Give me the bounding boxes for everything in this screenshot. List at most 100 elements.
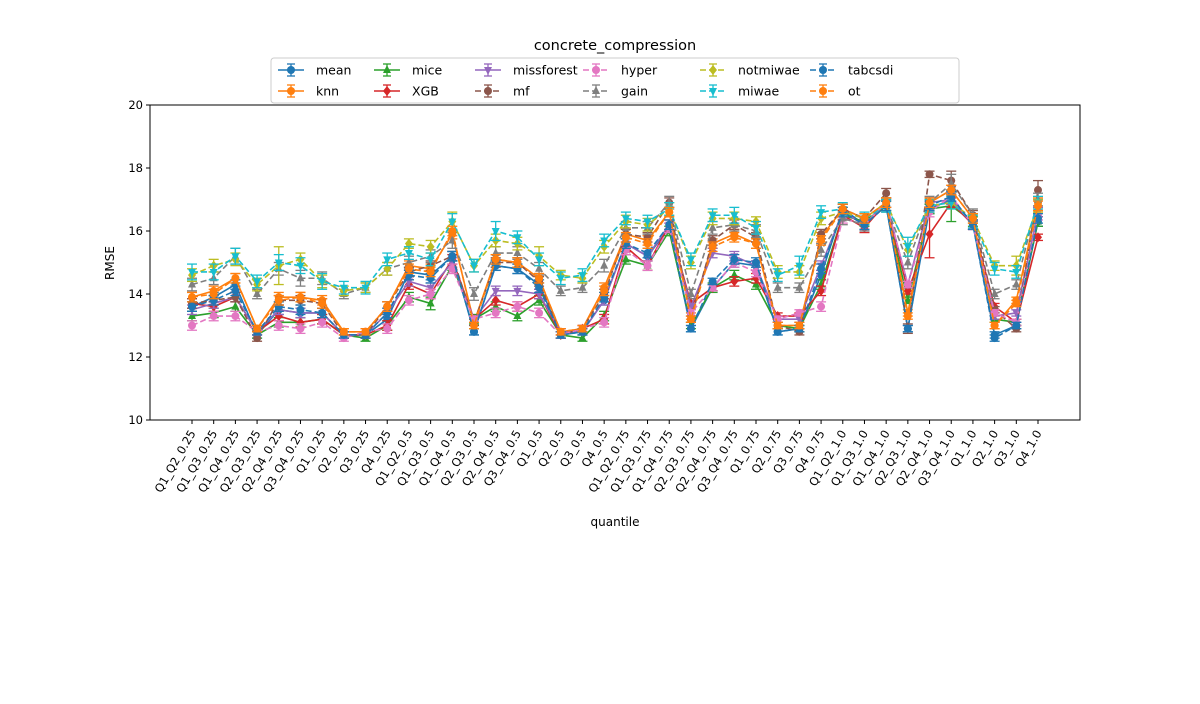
data-point: [903, 280, 912, 289]
legend-marker: [592, 86, 600, 94]
data-point: [795, 321, 804, 330]
data-point: [231, 301, 240, 310]
data-point: [968, 214, 977, 223]
data-point: [795, 282, 804, 291]
y-tick-label: 12: [128, 350, 143, 364]
data-point: [188, 293, 196, 302]
y-tick-label: 18: [128, 161, 143, 175]
data-point: [231, 286, 240, 295]
data-point: [318, 278, 327, 287]
series-line: [191, 189, 1039, 333]
data-point: [730, 233, 739, 242]
legend-label: hyper: [621, 63, 658, 78]
data-point: [491, 287, 500, 296]
data-point: [470, 327, 478, 336]
data-point: [686, 256, 695, 265]
plot-area: [187, 170, 1043, 343]
data-point: [296, 324, 305, 333]
data-point: [621, 215, 630, 224]
data-point: [643, 261, 652, 270]
legend-label: ot: [848, 84, 861, 99]
data-point: [621, 254, 630, 263]
data-point: [556, 275, 565, 284]
data-point: [795, 262, 804, 271]
data-point: [686, 289, 695, 297]
y-axis: 10 12 14 16 18 20: [128, 98, 150, 427]
data-point: [838, 204, 847, 213]
series-line: [191, 195, 1039, 339]
legend-marker: [383, 65, 391, 73]
data-point: [556, 327, 565, 336]
data-point: [686, 315, 695, 324]
series-line: [191, 195, 1039, 339]
data-point: [513, 258, 522, 267]
data-point: [730, 255, 739, 264]
data-point: [426, 267, 435, 276]
y-axis-label: RMSE: [103, 246, 117, 280]
y-tick-label: 10: [128, 413, 143, 427]
legend-marker: [709, 65, 717, 75]
data-point: [231, 253, 240, 262]
data-point: [426, 256, 435, 265]
data-point: [665, 208, 674, 217]
data-point: [448, 227, 457, 235]
data-point: [600, 260, 609, 269]
data-point: [404, 296, 413, 305]
data-point: [535, 274, 544, 283]
data-point: [361, 327, 370, 336]
legend-label: miwae: [738, 84, 780, 99]
data-point: [318, 299, 327, 308]
legend: mean knn mice XGB missforest mf hyper gain notmi…: [270, 57, 960, 104]
data-point: [773, 315, 782, 324]
data-point: [990, 265, 999, 274]
data-point: [535, 308, 544, 317]
data-point: [513, 302, 522, 311]
legend-marker: [592, 66, 600, 74]
data-point: [535, 256, 544, 265]
data-point: [730, 212, 739, 221]
data-point: [188, 279, 196, 288]
data-point: [1034, 201, 1042, 210]
data-point: [600, 318, 609, 327]
data-point: [404, 264, 413, 273]
data-point: [903, 243, 912, 252]
data-point: [903, 324, 912, 333]
data-point: [882, 198, 891, 207]
data-point: [426, 290, 435, 298]
data-point: [513, 287, 522, 296]
data-point: [708, 222, 717, 231]
data-point: [947, 186, 956, 195]
data-point: [817, 244, 826, 253]
data-point: [925, 170, 934, 179]
data-point: [296, 273, 305, 282]
legend-label: gain: [621, 84, 648, 99]
data-point: [860, 214, 869, 223]
legend-item-gain: gain: [583, 84, 648, 99]
axes-frame: [149, 104, 1081, 421]
data-point: [513, 311, 522, 320]
data-point: [361, 284, 370, 293]
data-point: [274, 311, 283, 322]
data-point: [296, 305, 305, 314]
data-point: [1034, 214, 1042, 223]
data-point: [773, 327, 782, 336]
data-point: [578, 333, 587, 342]
data-point: [188, 321, 196, 330]
data-point: [188, 302, 196, 311]
data-point: [752, 224, 760, 233]
data-point: [990, 334, 999, 343]
x-axis-label: quantile: [591, 515, 640, 529]
data-point: [643, 239, 652, 248]
data-point: [491, 255, 500, 264]
data-point: [578, 324, 587, 333]
legend-label: knn: [316, 84, 339, 99]
data-point: [1012, 299, 1021, 308]
data-point: [253, 289, 262, 297]
legend-marker: [709, 88, 717, 96]
legend-marker: [819, 87, 827, 95]
data-point: [990, 321, 999, 330]
legend-item-missforest: missforest: [475, 63, 578, 78]
data-point: [773, 321, 782, 330]
